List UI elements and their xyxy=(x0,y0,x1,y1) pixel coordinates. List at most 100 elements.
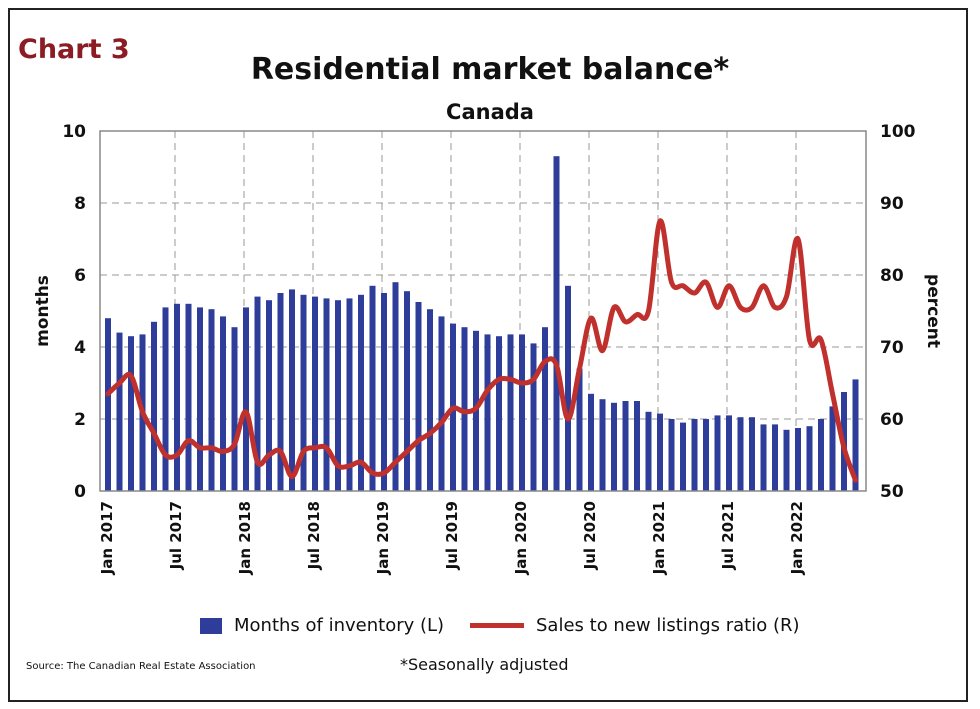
bar-inventory xyxy=(404,291,410,491)
bar-inventory xyxy=(852,379,859,491)
bar-inventory xyxy=(438,316,445,491)
x-tick-label: Jan 2018 xyxy=(236,501,254,575)
x-tick-label: Jul 2021 xyxy=(719,501,737,570)
bar-inventory xyxy=(565,285,571,491)
line-sales-to-new-listings xyxy=(105,218,858,483)
x-tick-label: Jan 2019 xyxy=(374,501,392,575)
bar-inventory xyxy=(622,401,629,491)
y-tick-right: 70 xyxy=(880,338,904,358)
bar-inventory xyxy=(358,294,364,491)
y-tick-right: 50 xyxy=(880,482,904,502)
bar-inventory xyxy=(507,334,514,491)
x-tick-label: Jul 2017 xyxy=(167,501,185,570)
bar-inventory xyxy=(760,424,767,491)
bar-inventory xyxy=(772,424,778,491)
bar-inventory xyxy=(795,428,801,491)
chart-tag: Chart 3 xyxy=(18,34,130,65)
legend-label-inventory: Months of inventory (L) xyxy=(234,615,445,636)
x-tick-label: Jan 2022 xyxy=(788,501,806,575)
legend-swatch-bar xyxy=(200,617,222,634)
plot-border xyxy=(99,130,867,492)
bar-inventory xyxy=(220,316,226,491)
bar-inventory xyxy=(818,419,824,491)
bar-inventory xyxy=(381,293,387,491)
bar-inventory xyxy=(576,368,583,491)
chart-title: Residential market balance* xyxy=(250,52,730,87)
y-tick-left: 2 xyxy=(74,410,86,430)
bar-inventory xyxy=(680,422,686,491)
y-axis-label-left: months xyxy=(33,275,53,347)
bar-inventory xyxy=(369,285,376,491)
bar-inventory xyxy=(392,282,399,491)
bar-inventory xyxy=(346,298,353,491)
x-tick-label: Jul 2018 xyxy=(305,501,323,570)
x-tick-label: Jan 2021 xyxy=(650,501,668,575)
bar-inventory xyxy=(668,419,675,491)
bar-inventory xyxy=(634,401,640,491)
x-tick-label: Jan 2020 xyxy=(512,501,530,575)
y-tick-right: 90 xyxy=(880,194,904,214)
y-axis-label-right: percent xyxy=(923,274,943,348)
bar-inventory xyxy=(128,336,134,491)
bar-inventory xyxy=(519,334,525,491)
chart-frame xyxy=(8,8,968,702)
bar-inventory xyxy=(427,309,433,491)
x-tick-label: Jul 2019 xyxy=(443,501,461,570)
bar-inventory xyxy=(277,293,284,491)
bar-inventory xyxy=(691,419,698,491)
bar-inventory xyxy=(542,327,548,491)
chart-subtitle: Canada xyxy=(446,100,534,124)
bar-inventory xyxy=(553,156,560,491)
bar-inventory xyxy=(645,411,652,491)
bar-inventory xyxy=(266,300,272,491)
bar-inventory xyxy=(208,309,215,491)
bar-inventory xyxy=(737,417,744,491)
bar-inventory xyxy=(829,406,836,491)
bar-inventory xyxy=(254,296,261,491)
bar-inventory xyxy=(530,343,537,491)
bar-inventory xyxy=(611,402,617,491)
y-tick-right: 60 xyxy=(880,410,904,430)
bar-inventory xyxy=(461,327,468,491)
bar-inventory xyxy=(703,419,709,491)
bar-inventory xyxy=(749,417,755,491)
bar-inventory xyxy=(151,321,157,491)
y-tick-left: 0 xyxy=(74,482,86,502)
bar-inventory xyxy=(588,393,594,491)
bar-inventory xyxy=(335,300,341,491)
bar-inventory xyxy=(105,318,111,491)
y-tick-left: 6 xyxy=(74,266,86,286)
bar-inventory xyxy=(185,303,192,491)
bar-inventory xyxy=(496,336,502,491)
bar-inventory xyxy=(783,429,790,491)
bar-inventory xyxy=(714,415,721,491)
bar-inventory xyxy=(806,426,813,491)
bar-inventory xyxy=(116,332,123,491)
source-note: Source: The Canadian Real Estate Associa… xyxy=(26,661,256,672)
y-tick-right: 100 xyxy=(880,122,916,142)
x-tick-label: Jul 2020 xyxy=(581,501,599,570)
bar-inventory xyxy=(312,296,318,491)
legend-label-ratio: Sales to new listings ratio (R) xyxy=(536,615,800,636)
bar-inventory xyxy=(197,307,203,491)
bar-inventory xyxy=(174,303,180,491)
legend-swatch-line xyxy=(470,623,524,628)
bar-inventory xyxy=(323,298,330,491)
y-tick-left: 10 xyxy=(62,122,86,142)
bar-inventory xyxy=(231,327,238,491)
bar-inventory xyxy=(726,415,732,491)
bar-inventory xyxy=(289,289,295,491)
bar-inventory xyxy=(162,307,169,491)
bar-inventory xyxy=(599,399,606,491)
bar-inventory xyxy=(657,413,663,491)
x-tick-label: Jan 2017 xyxy=(98,501,116,575)
bar-inventory xyxy=(484,334,491,491)
legend-item-inventory: Months of inventory (L) xyxy=(200,615,444,636)
legend-item-ratio: Sales to new listings ratio (R) xyxy=(470,615,800,636)
bar-inventory xyxy=(243,307,249,491)
footnote: *Seasonally adjusted xyxy=(400,655,569,674)
bar-inventory xyxy=(415,302,422,491)
y-tick-left: 4 xyxy=(74,338,86,358)
bar-inventory xyxy=(300,294,307,491)
